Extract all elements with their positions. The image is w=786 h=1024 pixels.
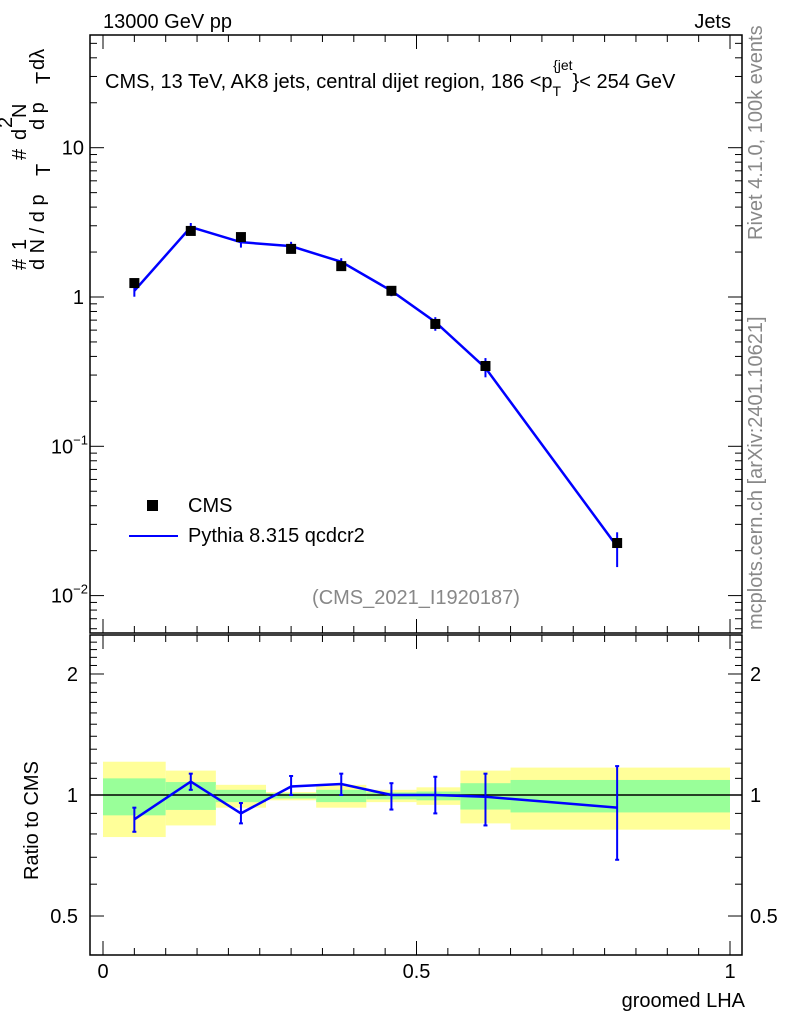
- ratio-y-tick-label: 0.5: [50, 906, 78, 928]
- svg-text:#: #: [9, 258, 31, 270]
- ratio-y-tick-label: 1: [67, 785, 78, 807]
- svg-text:1: 1: [9, 239, 31, 250]
- header-left: 13000 GeV pp: [103, 11, 232, 33]
- y-tick-label: 1: [73, 287, 84, 309]
- plot-title: CMS, 13 TeV, AK8 jets, central dijet reg…: [105, 57, 676, 99]
- legend-marker-cms: [147, 500, 158, 511]
- svg-text:T: T: [33, 72, 55, 84]
- band-inner: [510, 779, 730, 813]
- y-tick-label: 10: [62, 138, 84, 160]
- cms-point: [386, 285, 397, 296]
- ratio-y-label: Ratio to CMS: [21, 761, 43, 880]
- legend-label-cms: CMS: [188, 495, 232, 517]
- ratio-y-tick-label: 2: [67, 664, 78, 686]
- svg-text:dλ: dλ: [27, 49, 49, 70]
- rivet-label: Rivet 4.1.0, 100k events: [745, 25, 767, 240]
- analysis-annotation: (CMS_2021_I1920187): [312, 587, 520, 609]
- legend: CMS Pythia 8.315 qcdcr2: [129, 495, 365, 547]
- band-inner: [215, 789, 267, 803]
- cms-point: [430, 318, 441, 329]
- cms-point: [129, 278, 140, 289]
- svg-text:d: d: [9, 129, 31, 140]
- cms-point: [235, 232, 246, 243]
- x-tick-label: 0: [97, 961, 108, 983]
- header-right: Jets: [694, 11, 731, 33]
- svg-text:d p: d p: [27, 102, 49, 130]
- cms-point: [286, 243, 297, 254]
- svg-text:d N / d p: d N / d p: [27, 194, 49, 270]
- x-tick-label: 1: [724, 961, 735, 983]
- cms-point: [480, 361, 491, 372]
- legend-label-mc: Pythia 8.315 qcdcr2: [188, 525, 365, 547]
- svg-text:T: T: [33, 164, 55, 176]
- y-axis-label: # 1 d N / d p T # d 2 N d p T dλ: [0, 49, 55, 270]
- cms-point: [185, 225, 196, 236]
- ratio-y-tick-label-right: 1: [750, 785, 761, 807]
- x-axis-label: groomed LHA: [622, 990, 746, 1012]
- ratio-y-tick-label-right: 0.5: [750, 906, 778, 928]
- ratio-y-tick-label-right: 2: [750, 664, 761, 686]
- x-tick-label: 0.5: [403, 961, 431, 983]
- cms-point: [612, 538, 623, 549]
- svg-text:#: #: [9, 148, 31, 160]
- cms-point: [336, 261, 347, 272]
- svg-text:N: N: [9, 104, 31, 118]
- svg-text:2: 2: [0, 117, 17, 128]
- mcplots-label: mcplots.cern.ch [arXiv:2401.10621]: [745, 316, 767, 630]
- y-tick-label: 10−1: [51, 432, 88, 458]
- y-tick-label: 10−2: [51, 582, 88, 608]
